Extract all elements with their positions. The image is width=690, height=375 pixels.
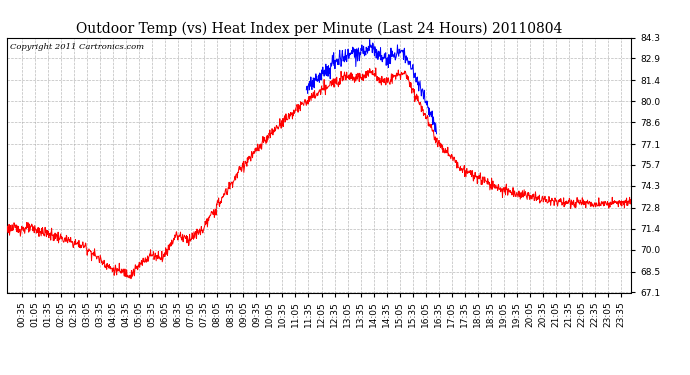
Title: Outdoor Temp (vs) Heat Index per Minute (Last 24 Hours) 20110804: Outdoor Temp (vs) Heat Index per Minute … [76, 22, 562, 36]
Text: Copyright 2011 Cartronics.com: Copyright 2011 Cartronics.com [10, 43, 144, 51]
